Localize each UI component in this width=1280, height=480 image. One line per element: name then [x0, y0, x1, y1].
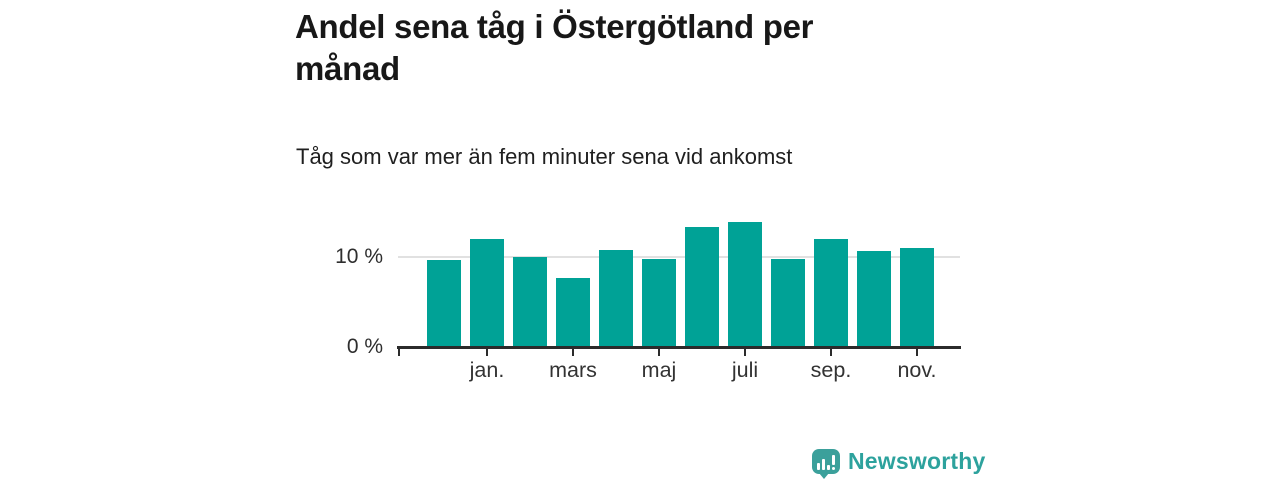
- x-tick-label-nov: nov.: [897, 358, 937, 382]
- bar-sep.: [814, 239, 848, 347]
- x-tick-label-juli: juli: [731, 358, 759, 382]
- bar-mars: [556, 278, 590, 347]
- bar-jan.: [470, 239, 504, 347]
- axis-tick: [830, 349, 832, 356]
- newsworthy-brand-name: Newsworthy: [848, 447, 986, 474]
- bar-feb.: [513, 257, 547, 347]
- chart-subtitle: Tåg som var mer än fem minuter sena vid …: [296, 144, 793, 169]
- bar-aug.: [771, 259, 805, 347]
- x-tick-label-jan: jan.: [469, 358, 505, 382]
- newsworthy-brand-link[interactable]: Newsworthy: [812, 444, 1032, 479]
- axis-tick: [486, 349, 488, 356]
- gridline-10-percent: [398, 256, 960, 258]
- bar-juni: [685, 227, 719, 347]
- bar-maj: [642, 259, 676, 347]
- y-tick-label-10: 10 %: [335, 245, 383, 268]
- axis-tick: [398, 349, 400, 356]
- axis-tick: [658, 349, 660, 356]
- bar-apr.: [599, 250, 633, 347]
- bar-okt.: [857, 251, 891, 347]
- bar-nov.: [900, 248, 934, 347]
- y-tick-label-0: 0 %: [346, 335, 383, 358]
- axis-tick: [572, 349, 574, 356]
- bar-dec.: [427, 260, 461, 347]
- axis-tick: [744, 349, 746, 356]
- newsworthy-logo-icon: [812, 448, 840, 479]
- x-tick-label-mars: mars: [549, 358, 597, 382]
- x-tick-label-maj: maj: [641, 358, 677, 382]
- x-tick-label-sep: sep.: [810, 358, 852, 382]
- chart-title: Andel sena tåg i Östergötland per månad: [295, 8, 814, 88]
- bar-juli: [728, 222, 762, 347]
- axis-tick: [916, 349, 918, 356]
- x-axis-line: [397, 346, 961, 349]
